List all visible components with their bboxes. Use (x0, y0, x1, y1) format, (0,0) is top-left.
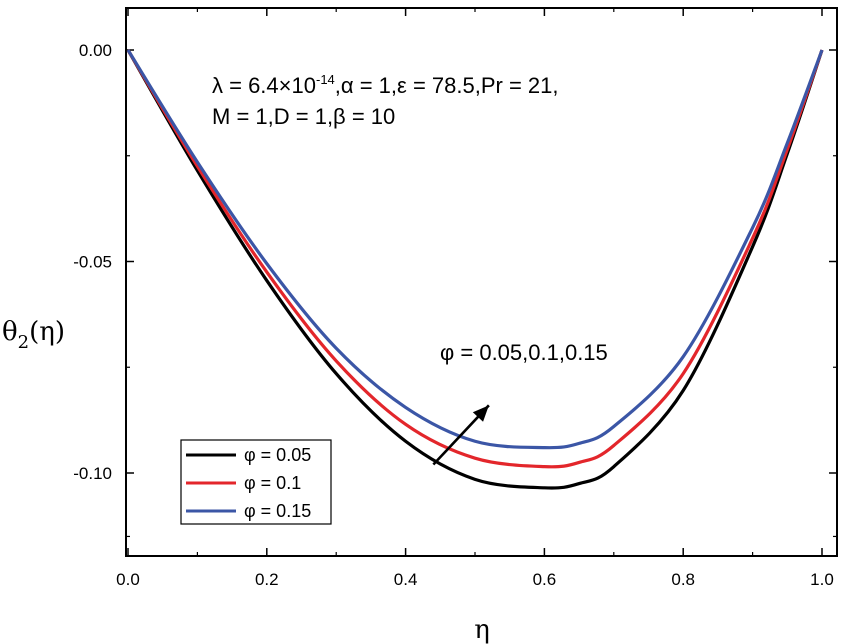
series-line-3 (126, 49, 824, 450)
x-tick-label: 0.0 (116, 570, 140, 589)
x-axis-title: η (474, 615, 490, 644)
x-tick-label: 1.0 (810, 570, 834, 589)
x-tick-label: 0.2 (255, 570, 279, 589)
x-tick-label: 0.6 (533, 570, 557, 589)
legend-entry-phi-0.1: φ = 0.1 (244, 473, 301, 493)
x-tick-label: 0.4 (394, 570, 418, 589)
plot-frame (125, 7, 838, 557)
series-lines (126, 49, 824, 490)
y-axis-title: θ2(η) (2, 317, 65, 353)
y-tick-label: -0.10 (73, 464, 112, 483)
legend-entry-phi-0.15: φ = 0.15 (244, 501, 311, 521)
params-annotation-line1: λ = 6.4×10-14,α = 1,ε = 78.5,Pr = 21, (212, 72, 559, 98)
legend: φ = 0.05 φ = 0.1 φ = 0.15 (180, 439, 332, 525)
arrow-head (472, 405, 489, 422)
series-line-1 (126, 49, 824, 490)
series-line-2 (126, 49, 824, 469)
increase-arrow (432, 404, 490, 466)
params-annotation-line2: M = 1,D = 1,β = 10 (212, 104, 395, 129)
axis-ticks: 0.0 0.2 0.4 0.6 0.8 1.0 0.00 -0.05 -0.10 (73, 8, 837, 589)
legend-entry-phi-0.05: φ = 0.05 (244, 445, 311, 465)
phi-arrow-label: φ = 0.05,0.1,0.15 (440, 340, 608, 365)
x-tick-label: 0.8 (671, 570, 695, 589)
y-tick-label: -0.05 (73, 253, 112, 272)
y-tick-label: 0.00 (79, 41, 112, 60)
